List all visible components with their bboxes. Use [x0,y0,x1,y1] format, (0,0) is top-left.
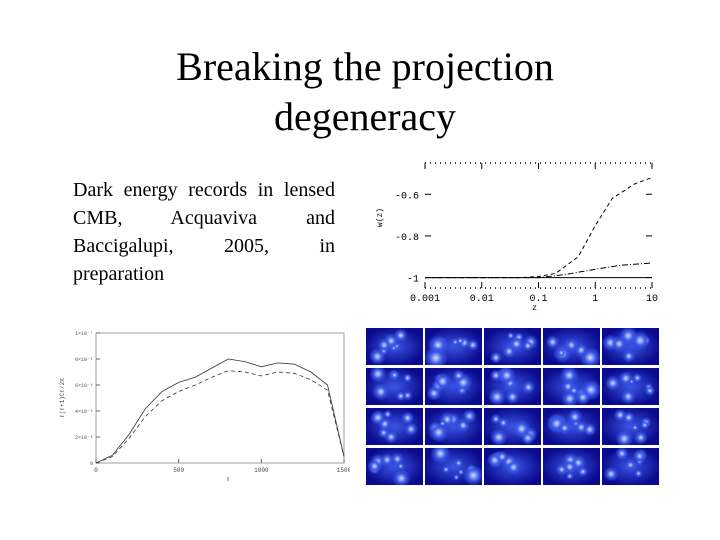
lensing-map-tile [602,328,659,365]
ps-x-label: ℓ [226,476,230,483]
lensing-map-tile [484,448,541,485]
wz-series-0 [425,177,653,279]
wz-series-1 [425,262,653,279]
wz-chart: 0.001 0.01 0.1 1 10 z -0.6 -0.8 -1 w(z) [370,155,665,313]
ps-y-tick-label: 1×10⁻⁷ [75,331,93,337]
lensing-map-tile [425,408,482,445]
wz-y-tick-label: -0.8 [395,233,419,244]
wz-chart-svg: 0.001 0.01 0.1 1 10 z -0.6 -0.8 -1 w(z) [376,162,658,313]
power-spectrum-chart: 0 500 1000 1500 ℓ 0 2×10⁻⁸ 4×10⁻⁸ 6×10⁻⁸ 8×10⁻⁸ 1×… [58,325,352,485]
ps-x-tick-label: 500 [173,467,184,474]
wz-x-tick-label: 0.01 [470,294,494,305]
ps-series-1 [95,370,345,464]
wz-x-label: z [532,304,537,310]
lensing-map-grid [365,322,662,485]
ps-frame [95,332,345,464]
ps-series-0 [95,358,345,464]
ps-y-tick-label: 4×10⁻⁸ [75,409,93,415]
lensing-map-tile [366,328,423,365]
wz-y-tick-label: -0.6 [395,191,419,202]
lensing-map-tile [484,328,541,365]
wz-x-tick-label: 10 [646,294,658,305]
lensing-map-tile [543,328,600,365]
ps-y-tick-label: 0 [90,461,93,467]
slide-title: Breaking the projection degeneracy [80,42,650,142]
lensing-map-tile [602,448,659,485]
wz-y-label: w(z) [376,208,385,227]
body-text: Dark energy records in lensed CMB, Acqua… [73,179,335,285]
lensing-map-tile [366,448,423,485]
lensing-map-tile [425,328,482,365]
lensing-map-tile [366,368,423,405]
title-line-2: degeneracy [273,94,457,139]
power-spectrum-svg: 0 500 1000 1500 ℓ 0 2×10⁻⁸ 4×10⁻⁸ 6×10⁻⁸ 8×10⁻⁸ 1×… [59,331,352,483]
lensing-map-tile [484,408,541,445]
ps-x-tick-label: 1500 [337,467,350,474]
wz-x-tick-label: 0.1 [529,294,547,305]
ps-x-tick-label: 0 [94,467,98,474]
ps-y-tick-label: 2×10⁻⁸ [75,435,93,441]
lensing-map-tile [543,448,600,485]
lensing-map-tile [543,368,600,405]
lensing-map-tile [425,368,482,405]
lensing-map-tile [484,368,541,405]
wz-x-tick-label: 1 [592,294,598,305]
wz-y-tick-label: -1 [407,275,419,286]
lensing-map-tile [425,448,482,485]
lensing-map-tile [602,368,659,405]
lensing-map-tile [543,408,600,445]
title-line-1: Breaking the projection [176,44,554,89]
lensing-map-tile [366,408,423,445]
ps-y-tick-label: 6×10⁻⁸ [75,383,93,389]
lensing-map-tile [602,408,659,445]
ps-x-tick-label: 1000 [254,467,269,474]
ps-y-tick-label: 8×10⁻⁸ [75,357,93,363]
ps-y-label: ℓ(ℓ+1)Cℓ/2π [59,378,66,418]
wz-x-tick-label: 0.001 [410,294,440,305]
